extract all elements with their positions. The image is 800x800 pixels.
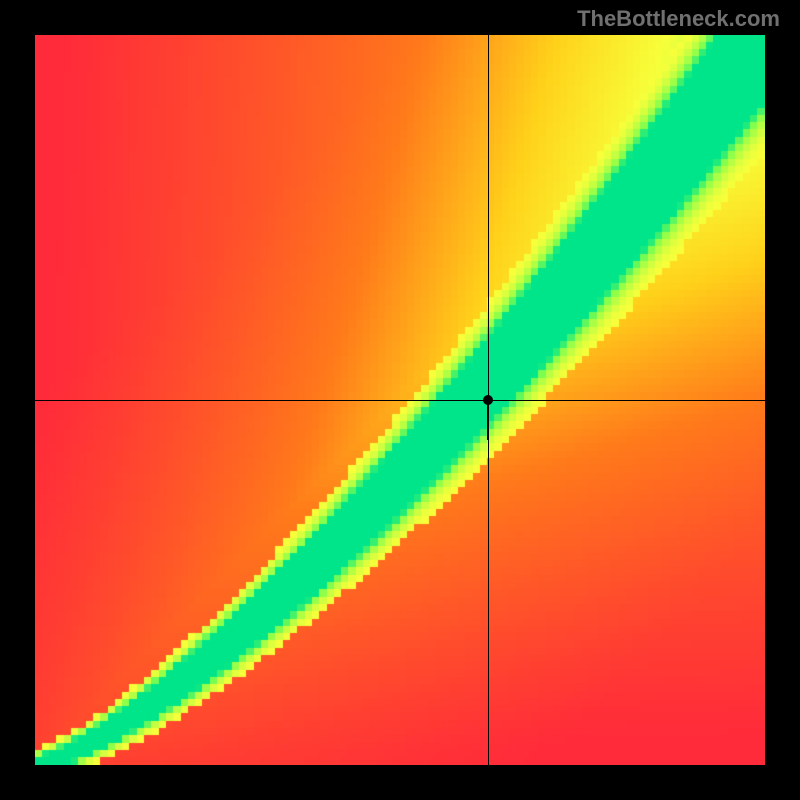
crosshair-tick-stub — [487, 400, 489, 440]
watermark-text: TheBottleneck.com — [577, 6, 780, 32]
crosshair-horizontal — [35, 400, 765, 401]
heatmap-plot — [35, 35, 765, 765]
